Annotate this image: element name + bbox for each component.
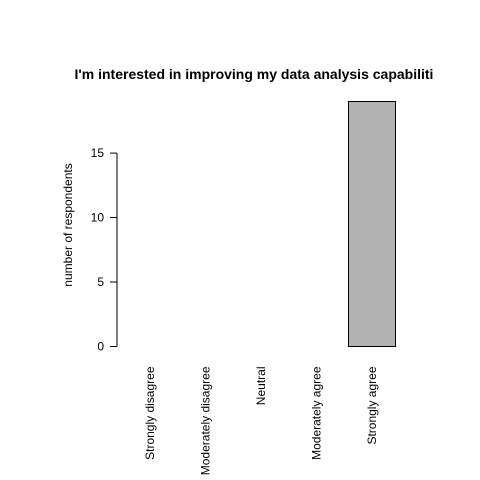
x-tick-labels: Strongly disagree Moderately disagree Neut…: [143, 366, 379, 475]
bars: [348, 101, 396, 347]
x-tick-label: Strongly agree: [365, 366, 379, 444]
y-tick-label: 15: [91, 146, 105, 160]
y-axis: 0 5 10 15: [91, 146, 118, 354]
y-tick-label: 0: [97, 340, 104, 354]
y-tick-label: 5: [97, 275, 104, 289]
y-tick-label: 10: [91, 211, 105, 225]
x-tick-label: Moderately disagree: [199, 366, 213, 475]
x-tick-label: Moderately agree: [310, 366, 324, 460]
x-tick-label: Strongly disagree: [143, 366, 157, 460]
bar: [348, 101, 396, 347]
x-tick-label: Neutral: [254, 367, 268, 406]
y-axis-label: number of respondents: [61, 163, 75, 286]
chart-title: I'm interested in improving my data anal…: [75, 66, 434, 82]
